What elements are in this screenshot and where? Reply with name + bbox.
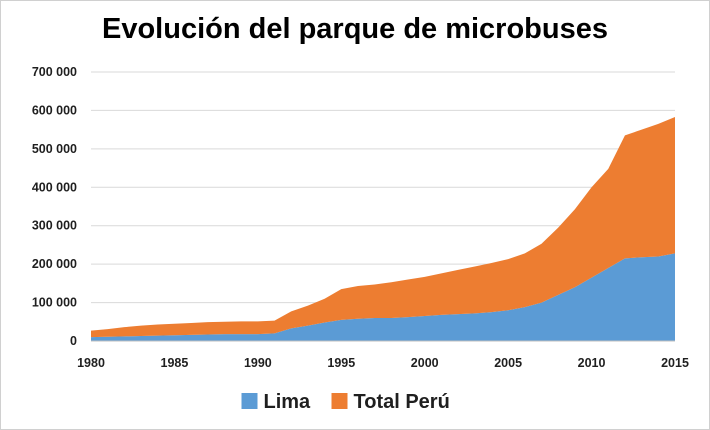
legend-label-1: Lima xyxy=(264,391,312,413)
x-tick-label: 1985 xyxy=(161,356,189,370)
area-series-2 xyxy=(91,116,675,338)
y-tick-label: 500 000 xyxy=(32,142,77,156)
y-tick-label: 600 000 xyxy=(32,103,77,117)
legend-swatch-1 xyxy=(241,393,258,409)
x-tick-label: 2015 xyxy=(661,356,689,370)
legend-label-2: Total Perú xyxy=(354,391,450,413)
y-tick-label: 200 000 xyxy=(32,257,77,271)
x-tick-label: 1980 xyxy=(77,356,105,370)
x-tick-label: 2000 xyxy=(411,356,439,370)
y-tick-label: 0 xyxy=(70,334,77,348)
legend-swatch-2 xyxy=(331,393,348,409)
y-tick-label: 400 000 xyxy=(32,180,77,194)
x-tick-label: 1990 xyxy=(244,356,272,370)
x-tick-label: 2010 xyxy=(578,356,606,370)
x-tick-label: 2005 xyxy=(494,356,522,370)
chart-title: Evolución del parque de microbuses xyxy=(101,13,608,45)
x-tick-label: 1995 xyxy=(327,356,355,370)
y-tick-label: 100 000 xyxy=(32,296,77,310)
area-series-1 xyxy=(91,253,675,341)
y-tick-label: 700 000 xyxy=(32,65,77,79)
y-tick-label: 300 000 xyxy=(32,219,77,233)
